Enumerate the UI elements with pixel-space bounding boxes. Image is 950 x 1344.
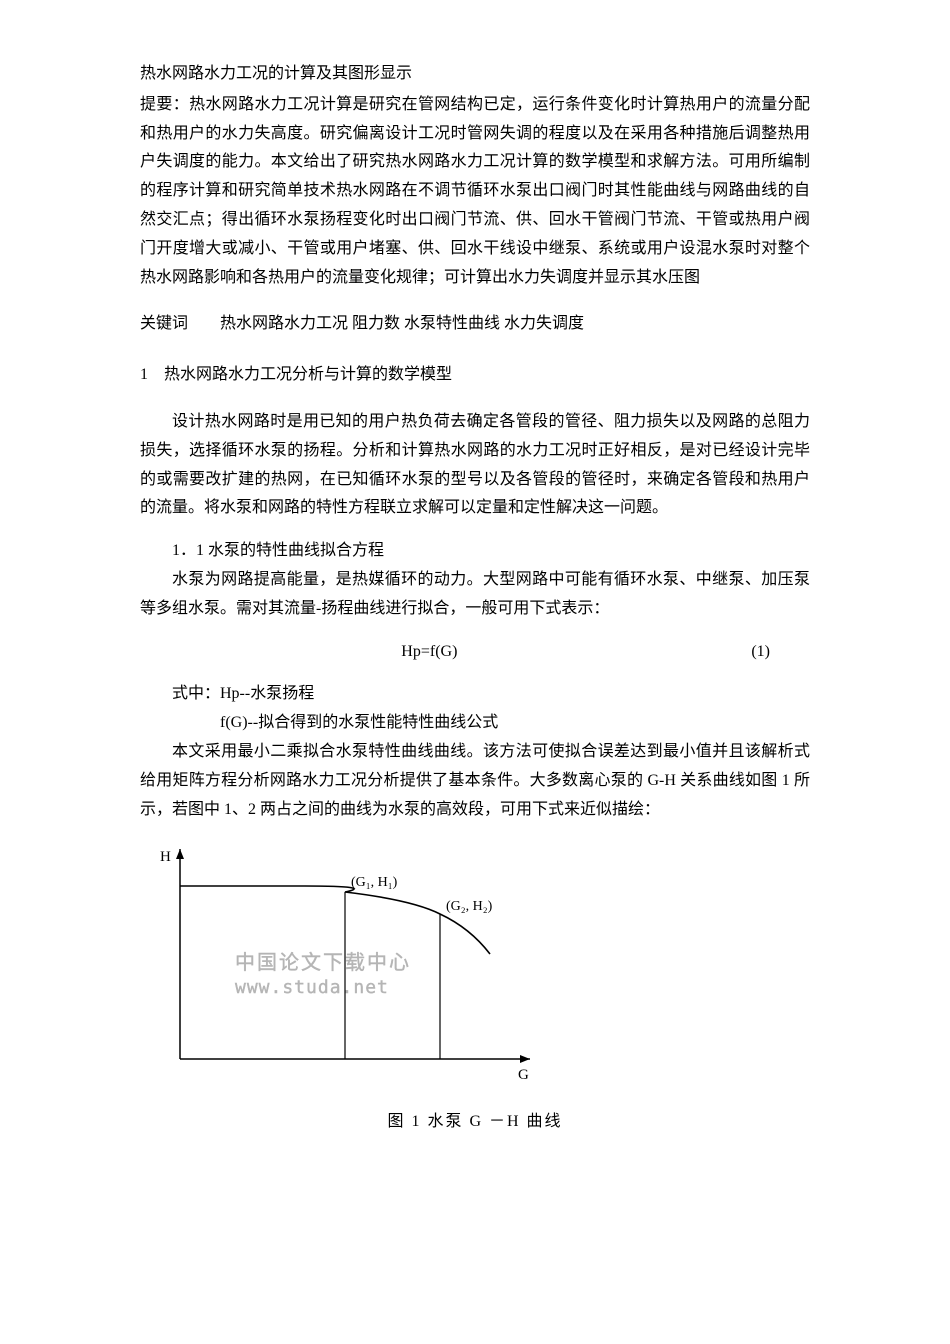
equation-1-row: Hp=f(G) (1) [140, 638, 810, 667]
svg-text:G: G [518, 1067, 529, 1083]
figure-1: 中国论文下载中心 www.studa.net H G (G₁, H₁) (G₂, H₂) [150, 844, 810, 1084]
keywords-block: 关键词 热水网路水力工况 阻力数 水泵特性曲线 水力失调度 [140, 310, 810, 339]
abstract-label: 提要： [140, 96, 189, 113]
svg-text:(G₂, H₂): (G₂, H₂) [446, 899, 493, 914]
svg-text:(G₁, H₁): (G₁, H₁) [351, 875, 398, 890]
paragraph-1: 设计热水网路时是用已知的用户热负荷去确定各管段的管径、阻力损失以及网路的总阻力损… [140, 408, 810, 523]
subsection-1-1-heading: 1．1 水泵的特性曲线拟合方程 [140, 537, 810, 566]
pump-gh-curve-chart: 中国论文下载中心 www.studa.net H G (G₁, H₁) (G₂, H₂) [150, 844, 560, 1084]
svg-text:www.studa.net: www.studa.net [235, 977, 389, 998]
equation-1-number: (1) [751, 638, 810, 667]
figure-1-caption: 图 1 水泵 G －H 曲线 [140, 1108, 810, 1137]
svg-text:H: H [160, 849, 171, 865]
paragraph-2: 水泵为网路提高能量，是热媒循环的动力。大型网路中可能有循环水泵、中继泵、加压泵等… [140, 566, 810, 624]
abstract-text: 热水网路水力工况计算是研究在管网结构已定，运行条件变化时计算热用户的流量分配和热… [140, 96, 810, 286]
equation-1: Hp=f(G) [401, 638, 457, 667]
abstract-block: 提要：热水网路水力工况计算是研究在管网结构已定，运行条件变化时计算热用户的流量分… [140, 91, 810, 293]
paper-title: 热水网路水力工况的计算及其图形显示 [140, 60, 810, 89]
definition-hp: 式中：Hp--水泵扬程 [140, 680, 810, 709]
svg-text:中国论文下载中心: 中国论文下载中心 [235, 951, 411, 974]
paragraph-3: 本文采用最小二乘拟合水泵特性曲线曲线。该方法可使拟合误差达到最小值并且该解析式给… [140, 738, 810, 824]
keywords-text: 热水网路水力工况 阻力数 水泵特性曲线 水力失调度 [220, 315, 584, 332]
section-1-heading: 1 热水网路水力工况分析与计算的数学模型 [140, 361, 810, 390]
definition-fg: f(G)--拟合得到的水泵性能特性曲线公式 [140, 709, 810, 738]
equation-spacer [140, 638, 401, 667]
equation-spacer [457, 638, 751, 667]
keywords-label: 关键词 [140, 315, 188, 332]
